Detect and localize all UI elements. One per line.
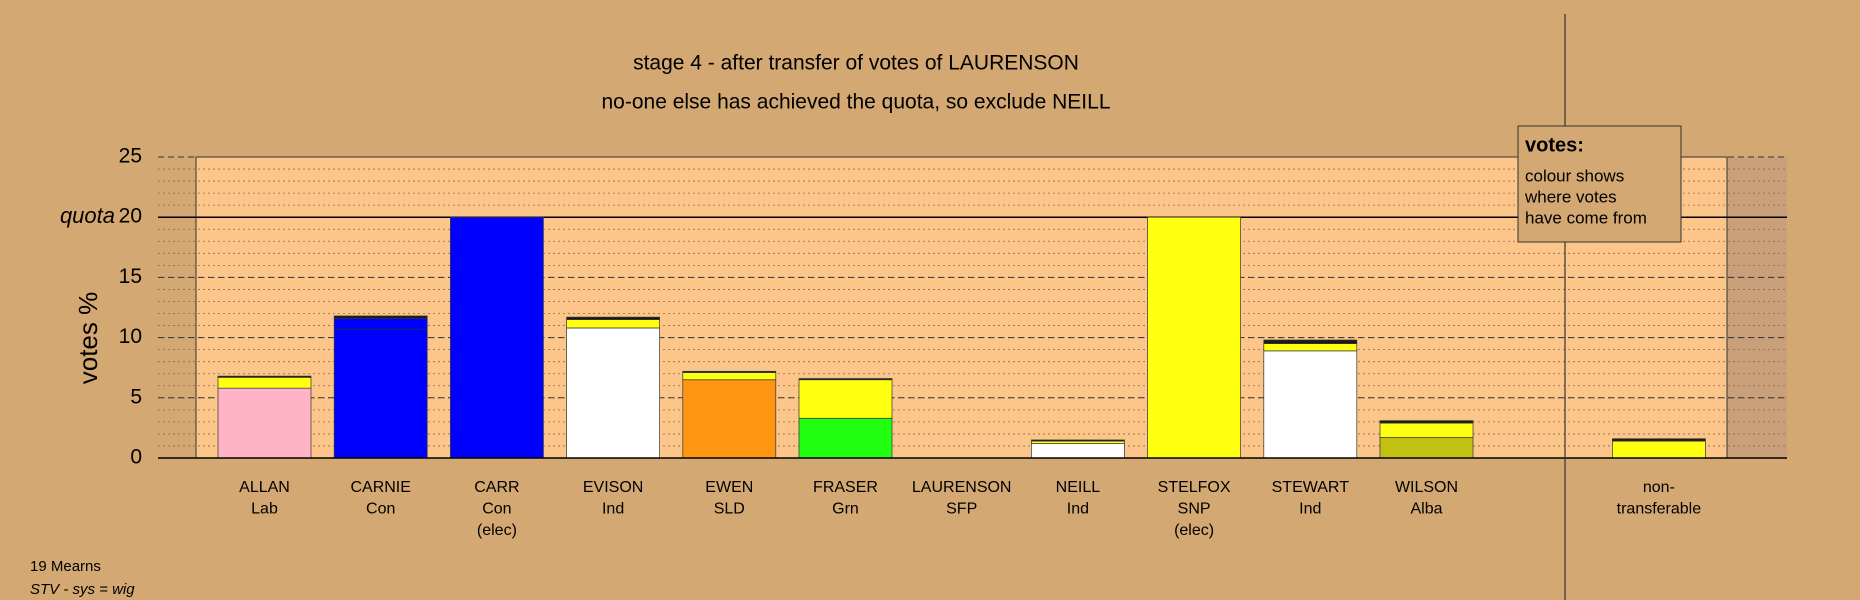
x-tick-label: CARR xyxy=(474,479,519,496)
bar-segment xyxy=(566,316,660,320)
legend-text: where votes xyxy=(1524,187,1617,206)
x-tick-label: Grn xyxy=(832,501,859,518)
x-tick-label: Ind xyxy=(1067,501,1089,518)
bar-segment xyxy=(1031,443,1125,459)
x-tick-label: LAURENSON xyxy=(912,479,1012,496)
x-tick-label: EVISON xyxy=(583,479,643,496)
chart-subtitle: no-one else has achieved the quota, so e… xyxy=(601,91,1110,114)
bar-segment xyxy=(333,315,428,319)
bar-segment xyxy=(682,372,777,381)
x-tick-label: Alba xyxy=(1410,501,1442,518)
y-tick-label: 25 xyxy=(119,145,142,168)
bar-segment xyxy=(1263,350,1358,459)
x-tick-label: Lab xyxy=(251,501,278,518)
bar-segment xyxy=(217,375,312,378)
x-tick-label: (elec) xyxy=(477,522,517,539)
bar-segment xyxy=(798,379,893,419)
bar-segment xyxy=(1379,420,1474,424)
y-tick-label: 15 xyxy=(119,265,142,288)
bar-segment xyxy=(1263,339,1358,344)
bar-segment xyxy=(1031,439,1125,442)
x-tick-label: STELFOX xyxy=(1158,479,1231,496)
legend-text: have come from xyxy=(1525,208,1647,227)
x-tick-label: EWEN xyxy=(705,479,753,496)
y-tick-label: 5 xyxy=(130,385,142,408)
y-axis-label: votes % xyxy=(73,292,103,385)
side-panel xyxy=(1727,157,1787,458)
y-tick-label: 10 xyxy=(119,325,142,348)
x-tick-label: SFP xyxy=(946,501,977,518)
bar-segment xyxy=(217,376,312,389)
bar-segment xyxy=(682,370,777,373)
x-tick-label: WILSON xyxy=(1395,479,1458,496)
bar-segment xyxy=(1612,438,1706,442)
bar-segment xyxy=(682,379,777,459)
footer-system: STV - sys = wig xyxy=(30,581,135,598)
bar-segment xyxy=(798,378,893,381)
bar-segment xyxy=(1612,440,1706,459)
legend-box xyxy=(1517,125,1682,243)
x-tick-label: Con xyxy=(482,501,511,518)
bars xyxy=(217,216,1706,459)
bar-segment xyxy=(1031,440,1125,444)
bar-segment xyxy=(1263,343,1358,352)
x-tick-label: SLD xyxy=(714,501,745,518)
bar-segment xyxy=(798,417,893,459)
bar-segment xyxy=(333,317,428,330)
bar-segment xyxy=(333,328,428,459)
x-tick-label: Ind xyxy=(602,501,624,518)
x-tick-label: SNP xyxy=(1178,501,1211,518)
x-tick-label: ALLAN xyxy=(239,479,290,496)
x-tick-label: (elec) xyxy=(1174,522,1214,539)
legend-title: votes: xyxy=(1525,134,1584,156)
x-tick-label: FRASER xyxy=(813,479,878,496)
bar-segment xyxy=(1379,422,1474,438)
x-tick-label: NEILL xyxy=(1056,479,1101,496)
x-tick-label: CARNIE xyxy=(350,479,410,496)
y-tick-label: 20 xyxy=(119,205,142,228)
bar-segment xyxy=(566,319,660,329)
bar-segment xyxy=(450,216,544,459)
x-tick-label: transferable xyxy=(1617,501,1702,518)
bar-segment xyxy=(566,327,660,459)
footer-ward: 19 Mearns xyxy=(30,558,101,575)
bar-segment xyxy=(1379,437,1474,459)
bar-segment xyxy=(217,387,312,459)
x-tick-label: STEWART xyxy=(1272,479,1350,496)
y-tick-label: 0 xyxy=(130,446,142,469)
quota-label: quota xyxy=(60,203,115,228)
chart-title: stage 4 - after transfer of votes of LAU… xyxy=(633,52,1079,75)
x-tick-label: Ind xyxy=(1299,501,1321,518)
x-tick-label: non- xyxy=(1643,479,1675,496)
legend-text: colour shows xyxy=(1525,166,1624,185)
x-tick-label: Con xyxy=(366,501,395,518)
bar-segment xyxy=(1147,216,1241,459)
